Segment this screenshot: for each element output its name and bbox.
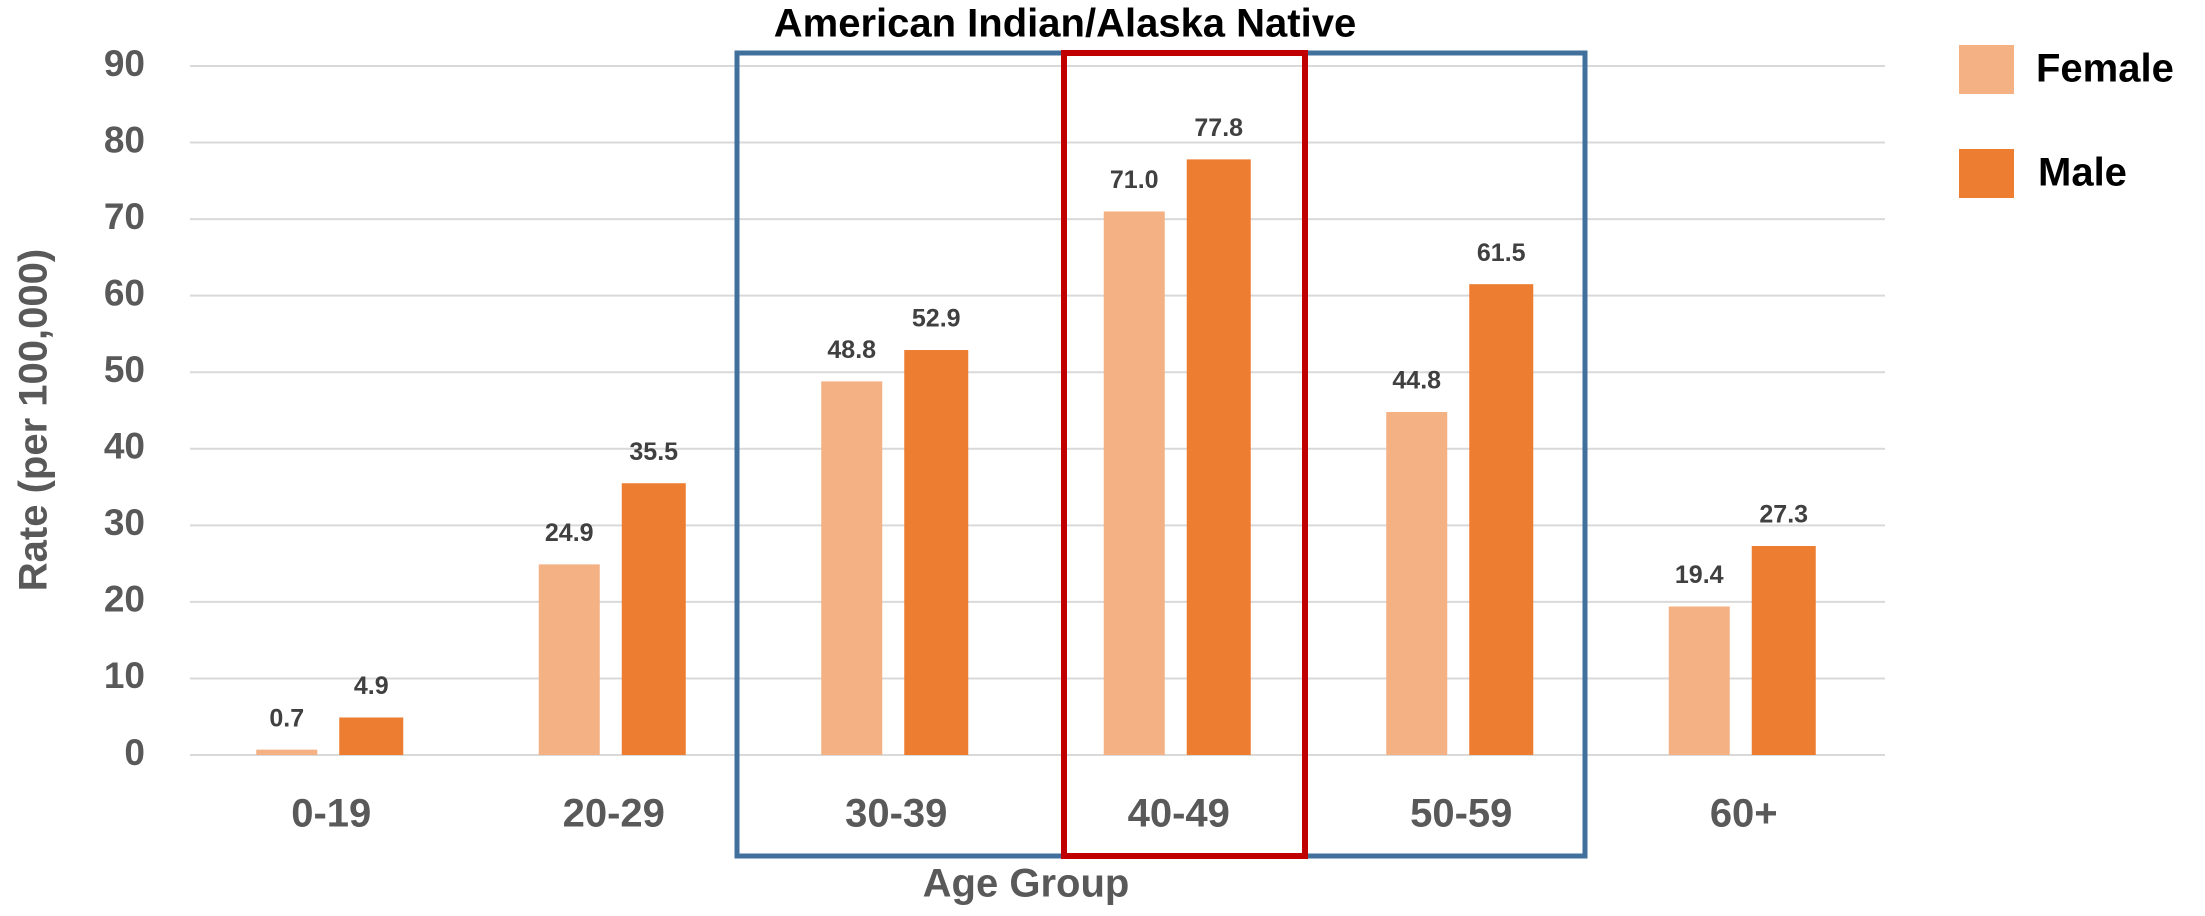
data-label: 44.8 (1392, 367, 1441, 395)
y-tick-label: 70 (104, 196, 145, 237)
bar (821, 381, 883, 755)
bar (538, 564, 600, 755)
x-axis-label: Age Group (923, 862, 1130, 906)
y-axis-label: Rate (per 100,000) (12, 249, 56, 591)
legend-label: Male (2038, 151, 2127, 195)
bar (1103, 211, 1165, 755)
x-tick-label: 60+ (1710, 792, 1778, 836)
data-label: 4.9 (354, 672, 389, 700)
data-label: 24.9 (545, 519, 594, 547)
bar (621, 483, 686, 755)
legend-swatch (1959, 149, 2014, 198)
bar (256, 749, 318, 755)
data-label: 77.8 (1194, 114, 1243, 142)
data-label: 27.3 (1759, 501, 1808, 529)
highlight-box (1061, 50, 1308, 859)
y-tick-label: 90 (104, 43, 145, 84)
data-label: 0.7 (269, 704, 304, 732)
bar (1668, 606, 1730, 755)
legend-label: Female (2036, 47, 2174, 91)
y-tick-label: 60 (104, 272, 145, 313)
bar (904, 350, 969, 755)
x-tick-label: 20-29 (563, 792, 665, 836)
bar (1751, 546, 1816, 755)
data-label: 48.8 (827, 336, 876, 364)
x-tick-label: 30-39 (845, 792, 947, 836)
plot: 0 10 20 30 40 50 60 70 80 90 0-19 0.7 4.9 20-29 24.9 35… (104, 43, 1885, 836)
data-label: 61.5 (1477, 239, 1526, 267)
bar (1186, 159, 1251, 756)
x-tick-label: 50-59 (1410, 792, 1512, 836)
x-tick-label: 0-19 (291, 792, 371, 836)
x-tick-label: 40-49 (1128, 792, 1230, 836)
y-tick-label: 0 (124, 732, 145, 773)
y-tick-label: 40 (104, 426, 145, 467)
y-tick-label: 50 (104, 349, 145, 390)
data-label: 71.0 (1110, 166, 1159, 194)
chart-title: American Indian/Alaska Native (774, 2, 1356, 46)
bar (1469, 284, 1534, 755)
data-label: 52.9 (912, 305, 961, 333)
bar (339, 717, 404, 755)
bar (1386, 412, 1448, 755)
data-label: 35.5 (629, 438, 678, 466)
data-label: 19.4 (1675, 561, 1724, 589)
y-tick-label: 80 (104, 119, 145, 160)
y-tick-label: 20 (104, 579, 145, 620)
y-tick-label: 30 (104, 502, 145, 543)
y-tick-label: 10 (104, 655, 145, 696)
legend-swatch (1959, 45, 2014, 94)
